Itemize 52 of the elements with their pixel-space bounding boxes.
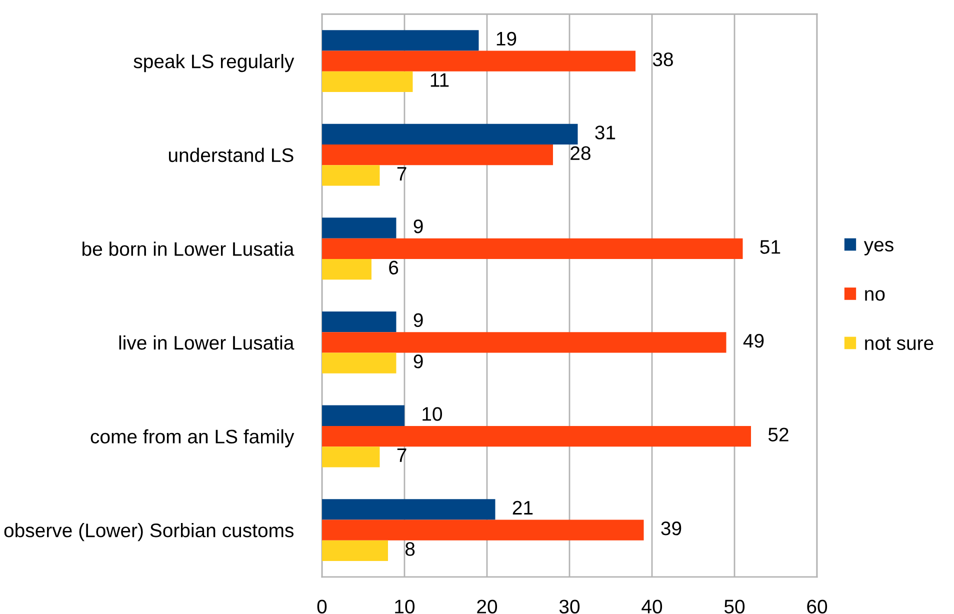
bar (322, 238, 743, 259)
data-label: 9 (414, 313, 423, 328)
x-tick-label: 0 (317, 600, 327, 614)
bar (322, 165, 380, 186)
data-label: 39 (661, 522, 682, 536)
bar (322, 499, 496, 520)
data-label: 38 (652, 52, 673, 66)
y-tick-label: live in Lower Lusatia (119, 335, 294, 350)
data-label: 10 (422, 407, 442, 421)
data-label: 19 (496, 32, 516, 46)
data-label: 9 (414, 354, 423, 368)
x-tick-label: 40 (642, 600, 662, 614)
y-tick-label: understand LS (168, 148, 294, 162)
x-tick-label: 50 (724, 600, 745, 614)
bar (322, 218, 396, 238)
bar (322, 258, 372, 280)
bar (322, 144, 553, 166)
data-label: 6 (389, 260, 398, 274)
bar (322, 352, 396, 374)
bar (322, 540, 388, 562)
legend-label: not sure (865, 337, 934, 350)
data-label: 7 (397, 448, 406, 462)
bar (322, 426, 751, 447)
bar (322, 446, 380, 468)
data-label: 52 (768, 428, 788, 442)
bar (322, 71, 413, 92)
x-tick-label: 30 (559, 600, 580, 614)
data-label: 51 (760, 240, 780, 254)
x-tick-label: 10 (395, 600, 415, 614)
data-label: 9 (414, 219, 423, 234)
bar (322, 311, 396, 332)
y-tick-label: speak LS regularly (134, 54, 294, 72)
data-label: 11 (430, 73, 449, 87)
x-tick-label: 20 (477, 600, 498, 614)
legend-label: yes (864, 240, 894, 256)
y-tick-label: be born in Lower Lusatia (82, 242, 294, 256)
y-tick-label: observe (Lower) Sorbian customs (4, 523, 294, 542)
data-label: 28 (570, 146, 590, 160)
data-label: 21 (512, 500, 533, 514)
bar (322, 50, 636, 72)
x-tick-label: 60 (807, 600, 828, 614)
bar (322, 332, 726, 353)
bar (322, 405, 404, 426)
bar (322, 30, 479, 51)
bar (322, 520, 644, 540)
data-label: 7 (397, 167, 406, 180)
y-tick-label: come from an LS family (90, 429, 294, 448)
data-label: 49 (743, 334, 764, 348)
data-label: 31 (595, 126, 616, 140)
data-label: 8 (405, 542, 415, 556)
legend-label: no (865, 290, 885, 301)
bar (322, 124, 578, 145)
